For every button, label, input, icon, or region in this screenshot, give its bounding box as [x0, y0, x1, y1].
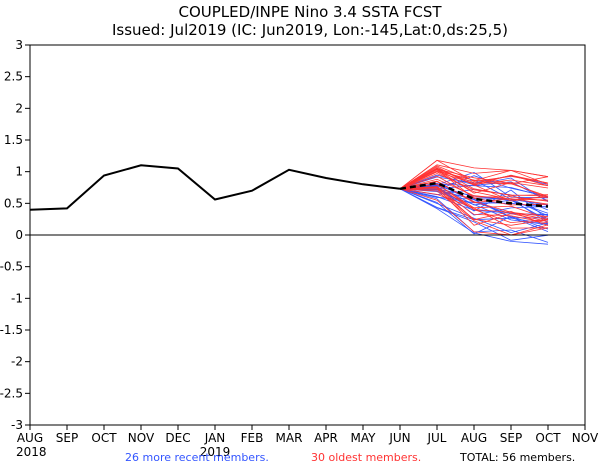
oldest-member-line — [399, 165, 549, 190]
oldest-member-line — [399, 173, 549, 197]
year-label: 2019 — [200, 445, 231, 459]
legend-total-members: TOTAL: 56 members. — [459, 451, 575, 464]
oldest-member-line — [399, 188, 549, 236]
y-tick-label: -1.5 — [0, 323, 23, 337]
chart-title: COUPLED/INPE Nino 3.4 SSTA FCST — [179, 3, 443, 21]
y-tick-label: -2.5 — [0, 386, 23, 400]
x-tick-label: SEP — [56, 431, 78, 445]
y-tick-label: -3 — [11, 418, 23, 432]
oldest-member-line — [399, 178, 549, 201]
footer-legend: 26 more recent members. 30 oldest member… — [125, 451, 575, 464]
main-lines — [29, 164, 549, 211]
oldest-member-line — [399, 159, 549, 190]
y-tick-label: -2 — [11, 355, 23, 369]
recent-member-line — [399, 188, 549, 235]
y-tick-label: 2 — [15, 101, 23, 115]
oldest-member-line — [399, 187, 549, 226]
oldest-member-line — [399, 168, 549, 199]
x-tick-label: NOV — [128, 431, 155, 445]
year-label: 2018 — [16, 445, 47, 459]
x-tick-label: APR — [314, 431, 338, 445]
x-tick-label: JUL — [426, 431, 446, 445]
x-tick-label: DEC — [165, 431, 190, 445]
recent-member-line — [399, 188, 549, 245]
y-tick-label: 2.5 — [4, 70, 23, 84]
x-tick-label: OCT — [91, 431, 117, 445]
x-tick-label: MAY — [351, 431, 377, 445]
y-tick-label: 0.5 — [4, 196, 23, 210]
ensemble-mean-line — [399, 181, 549, 208]
x-tick-label: JUN — [388, 431, 410, 445]
x-tick-label: SEP — [500, 431, 522, 445]
oldest-member-line — [399, 171, 549, 190]
y-tick-label: 1.5 — [4, 133, 23, 147]
observed-line — [29, 164, 401, 211]
y-tick-label: 1 — [15, 165, 23, 179]
x-tick-label: FEB — [241, 431, 264, 445]
ensemble-members — [399, 159, 549, 245]
y-tick-label: -1 — [11, 291, 23, 305]
legend-recent-members: 26 more recent members. — [125, 451, 269, 464]
x-tick-label: OCT — [535, 431, 561, 445]
x-tick-label: AUG — [461, 431, 487, 445]
y-tick-label: 3 — [15, 38, 23, 52]
recent-member-line — [399, 188, 549, 234]
y-tick-label: -0.5 — [0, 260, 23, 274]
oldest-member-line — [399, 175, 549, 202]
chart-subtitle: Issued: Jul2019 (IC: Jun2019, Lon:-145,L… — [112, 21, 508, 39]
recent-member-line — [399, 188, 549, 241]
oldest-member-line — [399, 188, 549, 236]
x-tick-label: AUG — [17, 431, 43, 445]
x-tick-label: JAN — [204, 431, 226, 445]
oldest-member-line — [399, 186, 549, 224]
x-tick-label: NOV — [572, 431, 599, 445]
y-tick-label: 0 — [15, 228, 23, 242]
legend-oldest-members: 30 oldest members. — [311, 451, 421, 464]
x-tick-label: MAR — [276, 431, 303, 445]
